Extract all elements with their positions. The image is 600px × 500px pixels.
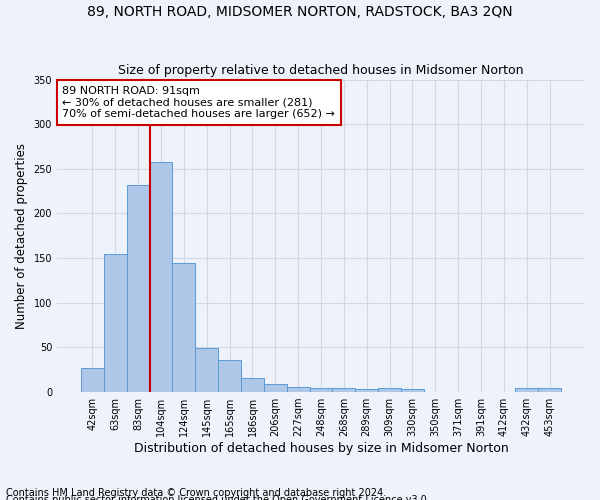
- Bar: [104, 254, 127, 392]
- Bar: [127, 185, 149, 392]
- Text: 89, NORTH ROAD, MIDSOMER NORTON, RADSTOCK, BA3 2QN: 89, NORTH ROAD, MIDSOMER NORTON, RADSTOC…: [87, 5, 513, 19]
- X-axis label: Distribution of detached houses by size in Midsomer Norton: Distribution of detached houses by size …: [134, 442, 508, 455]
- Text: Contains public sector information licensed under the Open Government Licence v3: Contains public sector information licen…: [6, 495, 430, 500]
- Bar: [310, 388, 332, 392]
- Bar: [378, 388, 401, 392]
- Bar: [81, 368, 104, 392]
- Text: Contains HM Land Registry data © Crown copyright and database right 2024.: Contains HM Land Registry data © Crown c…: [6, 488, 386, 498]
- Bar: [196, 348, 218, 392]
- Text: 89 NORTH ROAD: 91sqm
← 30% of detached houses are smaller (281)
70% of semi-deta: 89 NORTH ROAD: 91sqm ← 30% of detached h…: [62, 86, 335, 119]
- Bar: [538, 388, 561, 392]
- Bar: [355, 390, 378, 392]
- Y-axis label: Number of detached properties: Number of detached properties: [15, 143, 28, 329]
- Bar: [241, 378, 264, 392]
- Bar: [401, 390, 424, 392]
- Bar: [515, 388, 538, 392]
- Bar: [218, 360, 241, 392]
- Bar: [332, 388, 355, 392]
- Title: Size of property relative to detached houses in Midsomer Norton: Size of property relative to detached ho…: [118, 64, 524, 77]
- Bar: [264, 384, 287, 392]
- Bar: [149, 162, 172, 392]
- Bar: [287, 386, 310, 392]
- Bar: [172, 262, 196, 392]
